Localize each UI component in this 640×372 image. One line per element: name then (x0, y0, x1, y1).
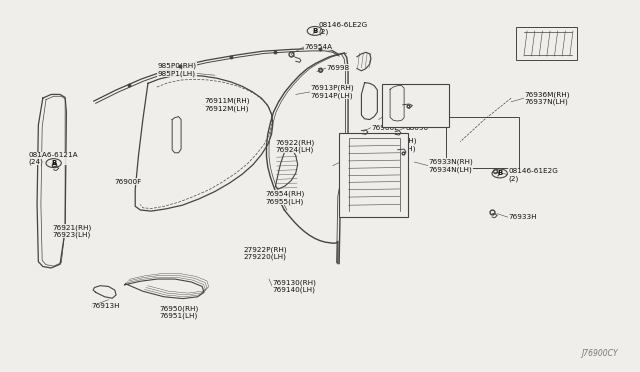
Text: 081A6-6121A
(24): 081A6-6121A (24) (28, 151, 78, 165)
Text: 76998: 76998 (326, 65, 349, 71)
Text: J76900CY: J76900CY (582, 349, 618, 358)
Text: 76913P(RH)
76914P(LH): 76913P(RH) 76914P(LH) (310, 85, 354, 99)
Bar (446, 116, 520, 168)
Text: 27922P(RH)
279220(LH): 27922P(RH) 279220(LH) (244, 246, 287, 260)
Text: 76933N(RH)
76934N(LH): 76933N(RH) 76934N(LH) (428, 159, 473, 173)
Text: B: B (51, 160, 56, 166)
Text: 76905H: 76905H (387, 111, 415, 117)
Text: 769130(RH)
769140(LH): 769130(RH) 769140(LH) (272, 279, 316, 294)
Text: B: B (497, 170, 502, 176)
Text: 08146-6LE2G
(2): 08146-6LE2G (2) (319, 22, 368, 35)
Text: 76922(RH)
76924(LH): 76922(RH) 76924(LH) (275, 139, 315, 153)
Text: 76933H: 76933H (509, 214, 537, 220)
Text: 985P0(RH)
985P1(LH): 985P0(RH) 985P1(LH) (157, 63, 196, 77)
Text: 88090: 88090 (405, 125, 429, 131)
Bar (516, 27, 577, 61)
Text: 76906EA: 76906EA (538, 42, 571, 48)
Bar (339, 133, 408, 217)
Text: 76950(RH)
76951(LH): 76950(RH) 76951(LH) (159, 305, 198, 319)
Bar (383, 84, 449, 127)
Text: 76921(RH)
76923(LH): 76921(RH) 76923(LH) (52, 224, 92, 238)
Text: 76911M(RH)
76912M(LH): 76911M(RH) 76912M(LH) (204, 98, 250, 112)
Text: 76900F: 76900F (115, 179, 142, 185)
Text: 76933M(RH)
76934M(LH): 76933M(RH) 76934M(LH) (371, 138, 417, 152)
Text: 76913H: 76913H (92, 303, 120, 309)
Text: 76906E: 76906E (371, 125, 399, 131)
Text: 76954A: 76954A (304, 44, 332, 50)
Text: 76905HA: 76905HA (340, 159, 374, 165)
Text: 76936M(RH)
76937N(LH): 76936M(RH) 76937N(LH) (524, 91, 570, 105)
Text: 76954(RH)
76955(LH): 76954(RH) 76955(LH) (266, 191, 305, 205)
Text: 08146-61E2G
(2): 08146-61E2G (2) (509, 168, 559, 182)
Text: B: B (312, 28, 317, 34)
